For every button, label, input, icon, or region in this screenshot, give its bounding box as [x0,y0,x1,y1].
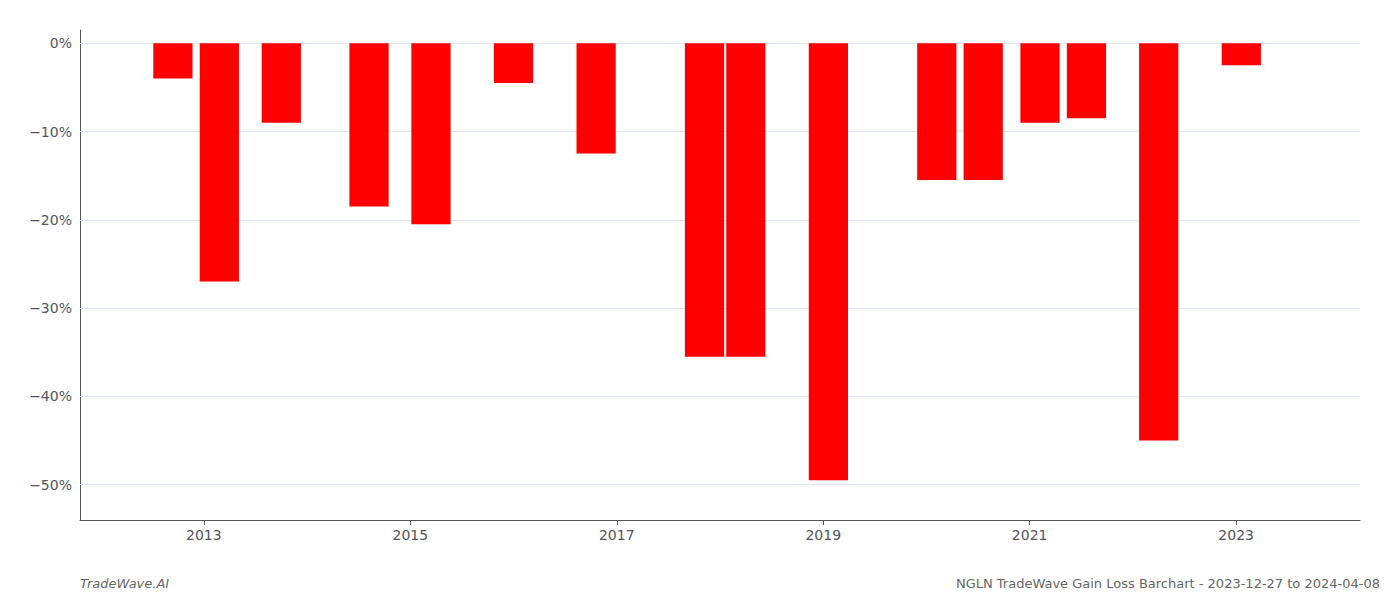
svg-text:−50%: −50% [29,477,72,493]
svg-text:2019: 2019 [805,527,841,543]
svg-text:NGLN TradeWave Gain Loss Barch: NGLN TradeWave Gain Loss Barchart - 2023… [956,576,1380,591]
svg-text:2015: 2015 [393,527,429,543]
svg-text:−20%: −20% [29,212,72,228]
svg-text:0%: 0% [50,35,72,51]
svg-text:−40%: −40% [29,388,72,404]
svg-text:2021: 2021 [1012,527,1048,543]
svg-text:2013: 2013 [186,527,222,543]
svg-text:2023: 2023 [1218,527,1254,543]
svg-text:TradeWave.AI: TradeWave.AI [80,576,169,591]
svg-text:2017: 2017 [599,527,635,543]
svg-text:−10%: −10% [29,124,72,140]
svg-text:−30%: −30% [29,300,72,316]
